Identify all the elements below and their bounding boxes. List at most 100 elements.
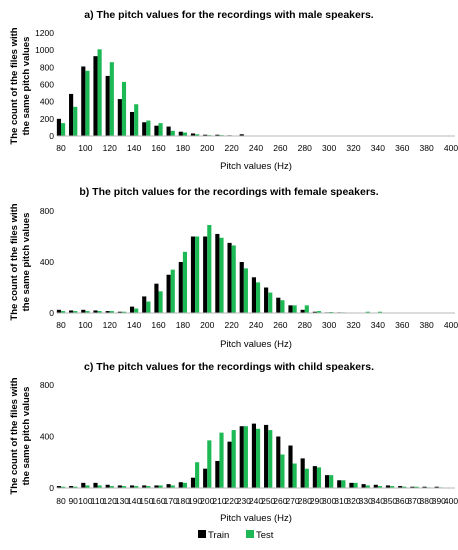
x-tick-label: 200 (200, 143, 214, 153)
bar-train (203, 236, 208, 313)
bar-train (324, 475, 330, 489)
chart-title: b) The pitch values for the recordings w… (79, 186, 378, 198)
bar-test (231, 430, 236, 488)
chart-title: c) The pitch values for the recordings w… (84, 361, 374, 373)
bar-train (81, 309, 86, 313)
x-tick-label: 180 (176, 143, 190, 153)
x-tick-label: 100 (78, 320, 92, 330)
bar-test (61, 123, 66, 137)
bar-test (292, 463, 297, 488)
y-tick-label: 400 (40, 432, 54, 442)
bar-train (251, 277, 256, 313)
y-axis-label: The count of the files withthe same pitc… (9, 27, 32, 144)
bar-train (93, 482, 98, 488)
bar-train (117, 485, 122, 488)
bar-test (329, 475, 334, 489)
bar-train (337, 480, 342, 488)
bar-test (73, 486, 78, 488)
x-tick-label: 140 (127, 320, 141, 330)
x-tick-label: 220 (225, 496, 239, 506)
x-tick-label: 190 (188, 496, 202, 506)
x-tick-label: 260 (273, 496, 287, 506)
legend-swatch-train (198, 530, 206, 538)
bar-test (134, 104, 139, 136)
bar-test (219, 237, 224, 313)
x-tick-label: 140 (127, 143, 141, 153)
y-tick-label: 1200 (35, 28, 54, 38)
y-tick-label: 1000 (35, 45, 54, 55)
bar-train (129, 306, 135, 314)
x-tick-label: 250 (261, 496, 275, 506)
bar-test (182, 132, 188, 136)
bar-test (390, 486, 395, 488)
bar-train (105, 75, 110, 136)
x-tick-label: 240 (249, 143, 263, 153)
x-tick-label: 280 (298, 143, 312, 153)
x-tick-label: 180 (176, 496, 190, 506)
chart-panel-1: a) The pitch values for the recordings w… (9, 9, 458, 172)
x-tick-label: 130 (115, 496, 129, 506)
bar-test (158, 485, 163, 488)
bar-test (73, 106, 78, 136)
x-tick-label: 180 (176, 320, 190, 330)
x-tick-label: 170 (164, 496, 178, 506)
x-tick-label: 120 (103, 143, 117, 153)
bar-train (227, 242, 232, 314)
bar-test (146, 120, 151, 136)
bar-test (158, 291, 163, 313)
bar-train (300, 309, 305, 313)
x-tick-label: 200 (200, 496, 214, 506)
bar-train (398, 486, 403, 488)
x-tick-label: 390 (432, 496, 446, 506)
x-tick-label: 380 (420, 320, 434, 330)
y-axis-label: The count of the files withthe same pitc… (9, 203, 32, 320)
x-tick-label: 140 (127, 496, 141, 506)
bar-test (341, 480, 346, 488)
bar-test (85, 70, 90, 136)
bar-train (239, 426, 244, 488)
x-tick-label: 340 (371, 143, 385, 153)
y-tick-label: 800 (40, 206, 54, 216)
bar-train (422, 486, 427, 488)
x-tick-label: 360 (395, 496, 409, 506)
y-axis-label-line: The count of the files with (9, 377, 20, 494)
bar-train (105, 311, 110, 313)
bar-train (410, 486, 415, 488)
bar-test (134, 308, 139, 313)
x-tick-label: 320 (346, 320, 360, 330)
bar-train (300, 458, 305, 488)
y-axis-label-line: the same pitch values (21, 213, 32, 312)
x-tick-label: 90 (68, 496, 78, 506)
legend: Train Test (198, 530, 274, 541)
y-tick-label: 800 (40, 62, 54, 72)
x-tick-label: 160 (151, 320, 165, 330)
bar-test (73, 311, 78, 313)
bar-train (129, 485, 135, 488)
bar-train (129, 111, 135, 136)
bar-train (93, 56, 98, 136)
bar-test (121, 81, 127, 136)
bar-train (288, 445, 293, 488)
x-tick-label: 290 (310, 496, 324, 506)
x-tick-label: 340 (371, 496, 385, 506)
bar-test (268, 430, 273, 488)
bar-test (146, 301, 151, 313)
x-tick-label: 340 (371, 320, 385, 330)
bar-test (207, 225, 212, 313)
chart-panel-3: c) The pitch values for the recordings w… (9, 361, 458, 524)
bar-test (316, 467, 322, 488)
bar-test (243, 426, 248, 488)
bar-test (109, 62, 114, 136)
x-tick-label: 80 (56, 320, 66, 330)
bar-train (142, 296, 147, 313)
bar-test (134, 486, 139, 488)
bar-test (316, 311, 322, 313)
bar-test (207, 440, 212, 488)
bar-test (182, 251, 188, 313)
bar-train (227, 441, 232, 488)
x-tick-label: 300 (322, 143, 336, 153)
bar-test (170, 485, 175, 488)
bar-train (385, 485, 391, 488)
bar-test (121, 311, 127, 313)
x-tick-label: 100 (78, 496, 92, 506)
